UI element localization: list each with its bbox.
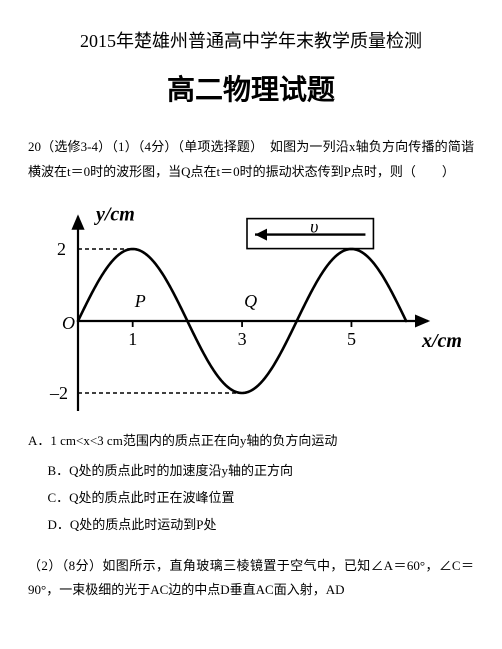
wave-chart: 1 3 5 2 –2 y/cm x/cm O P Qυ [28, 191, 468, 421]
exam-header-line1: 2015年楚雄州普通高中学年末教学质量检测 [28, 24, 474, 58]
q20-option-c: C．Q处的质点此时正在波峰位置 [48, 486, 475, 511]
svg-text:3: 3 [238, 329, 247, 349]
svg-text:–2: –2 [49, 383, 68, 403]
q20b-stem: （2）（8分）如图所示，直角玻璃三棱镜置于空气中，已知∠A＝60°，∠C＝90°… [28, 554, 474, 603]
svg-text:P: P [134, 291, 146, 311]
q20-stem: 20（选修3-4）（1）（4分）（单项选择题） 如图为一列沿x轴负方向传播的简谐… [28, 135, 474, 184]
svg-text:υ: υ [310, 216, 318, 236]
q20-option-b: B．Q处的质点此时的加速度沿y轴的正方向 [48, 459, 475, 484]
q20-option-d: D．Q处的质点此时运动到P处 [48, 513, 475, 538]
svg-text:O: O [62, 313, 75, 333]
q20-option-a: A．1 cm<x<3 cm范围内的质点正在向y轴的负方向运动 [28, 429, 474, 454]
svg-text:y/cm: y/cm [94, 203, 135, 225]
svg-text:Q: Q [244, 291, 257, 311]
svg-text:x/cm: x/cm [421, 330, 462, 352]
svg-text:5: 5 [347, 329, 356, 349]
exam-header-line2: 高二物理试题 [28, 64, 474, 117]
svg-text:1: 1 [128, 329, 137, 349]
svg-text:2: 2 [57, 239, 66, 259]
